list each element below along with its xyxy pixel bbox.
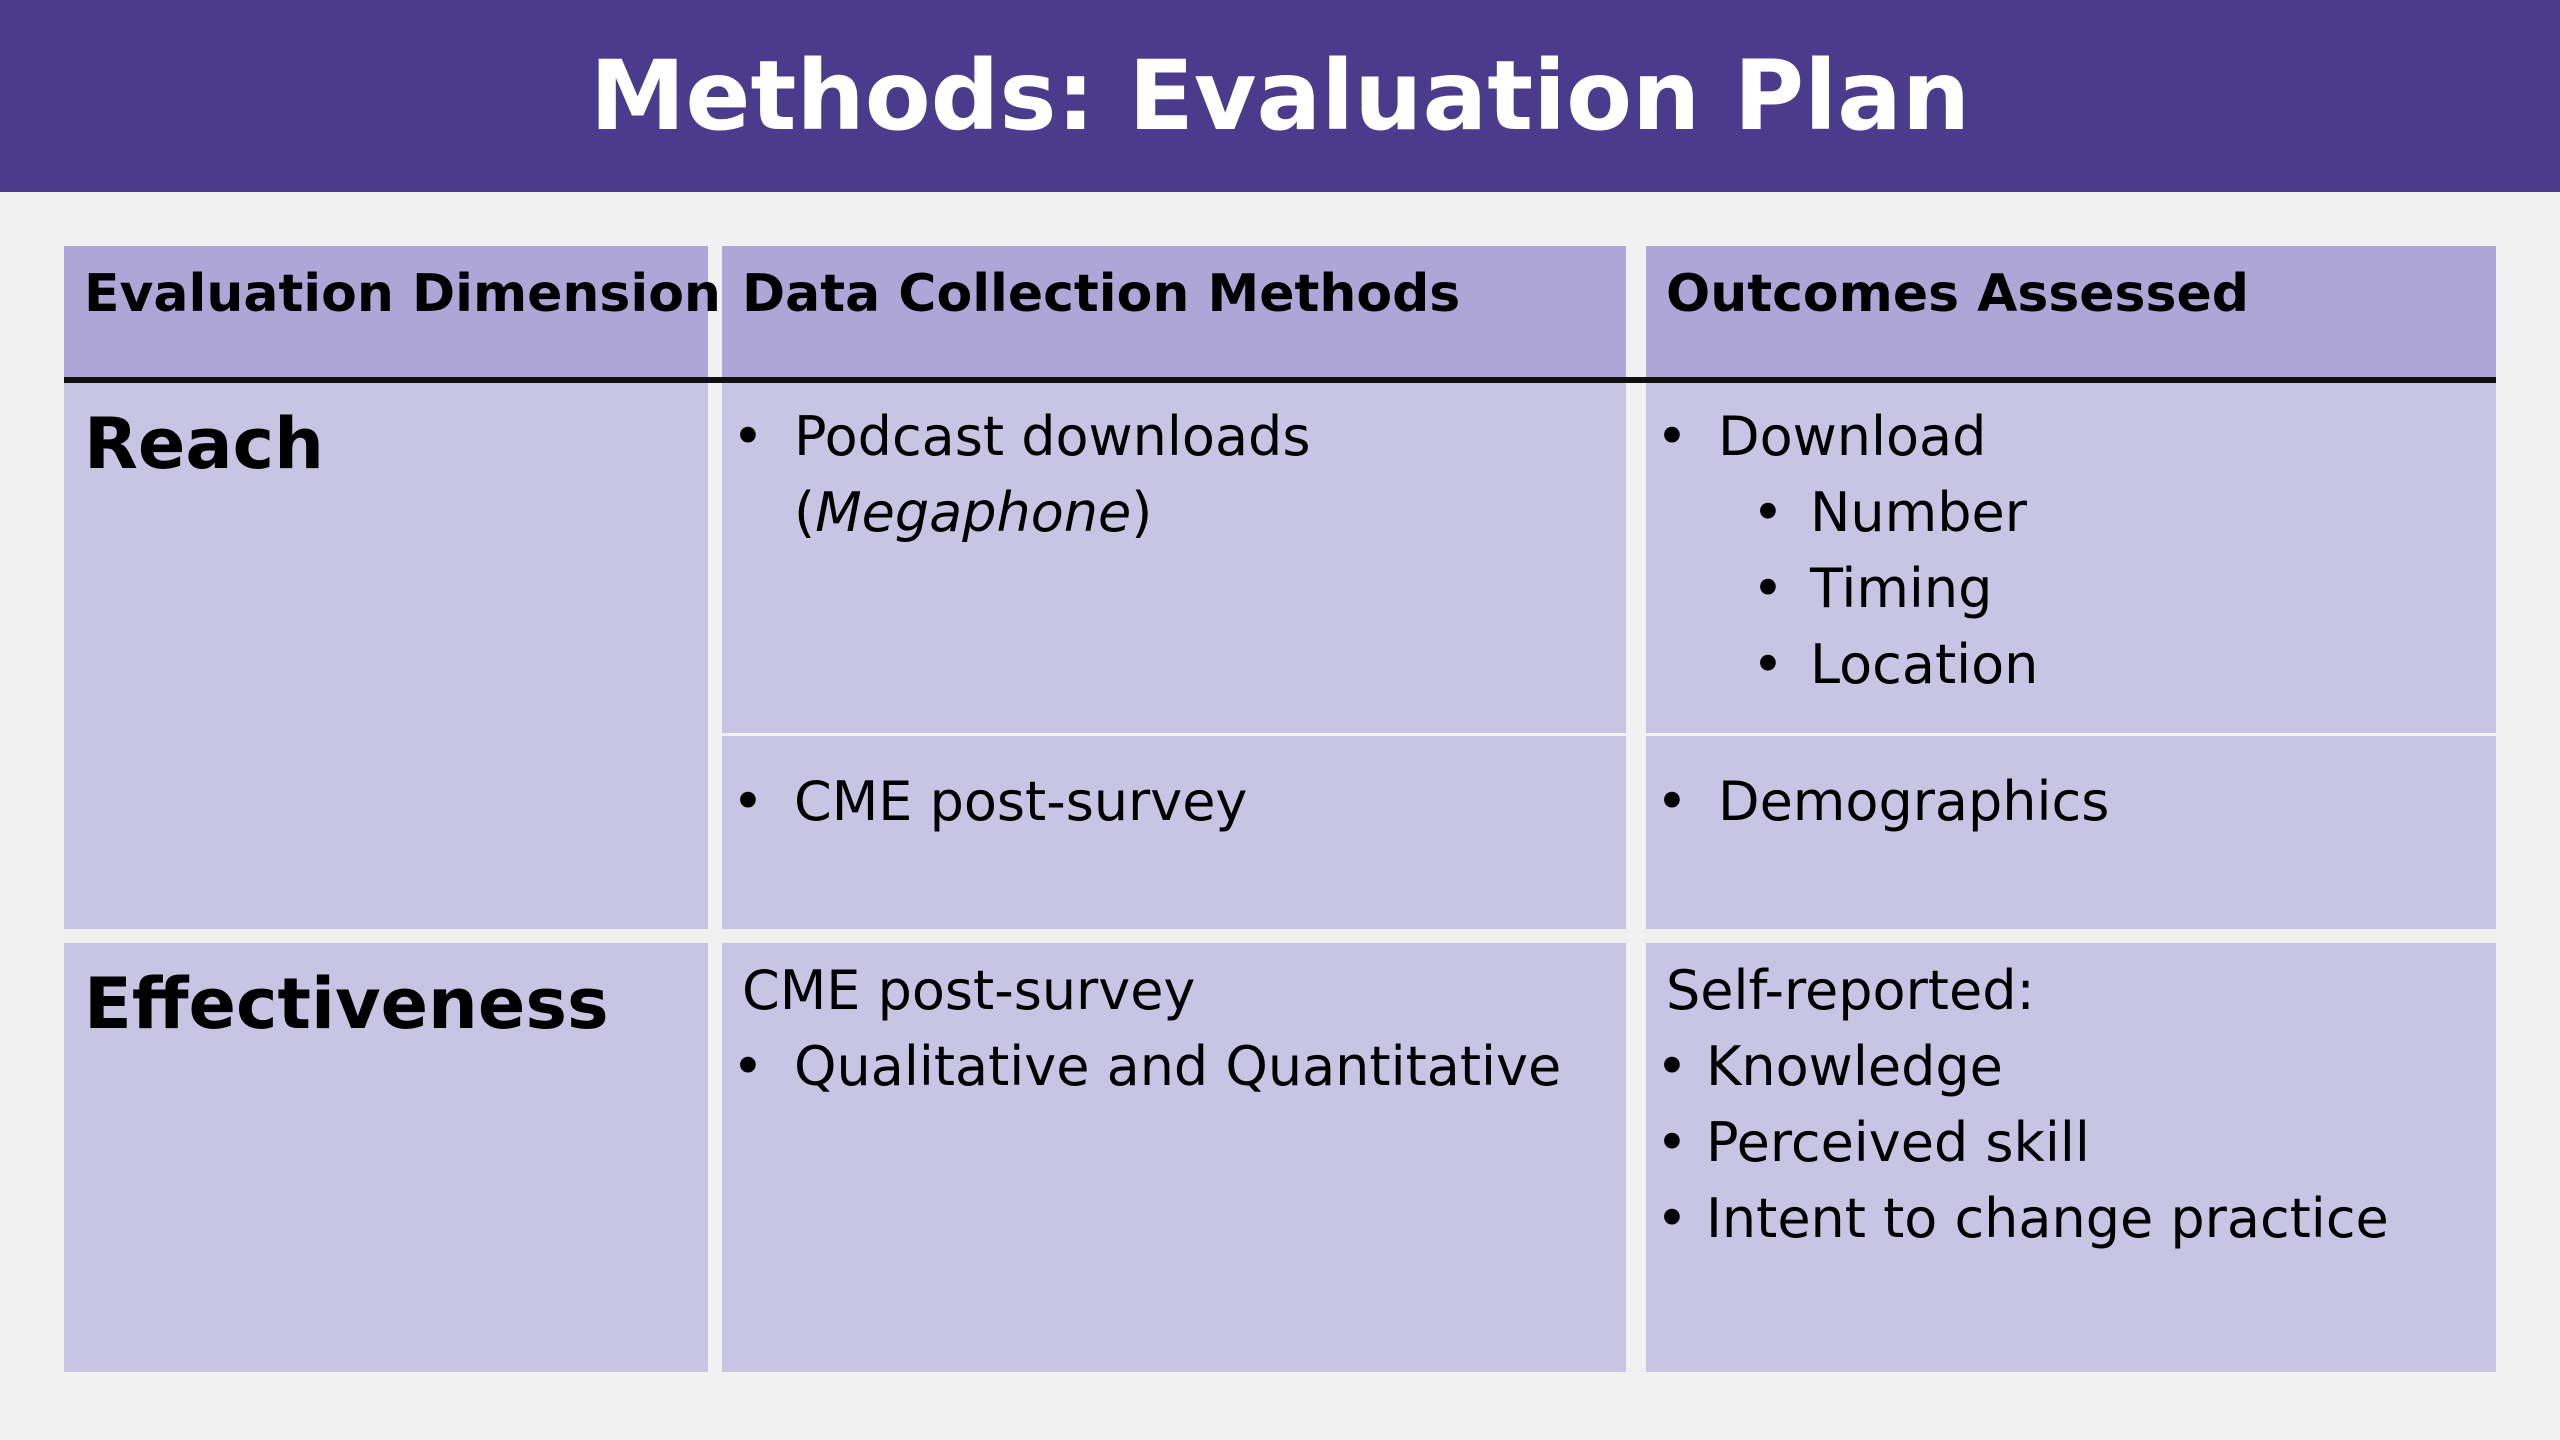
download-text: Download — [1718, 405, 1987, 468]
slide-title: Methods: Evaluation Plan — [589, 40, 1971, 152]
header-label-dimension: Evaluation Dimension — [84, 264, 721, 324]
list-item: Timing — [1742, 551, 2038, 627]
list-item: CME post-survey — [722, 764, 1247, 840]
effectiveness-methods-cell: CME post-survey Qualitative and Quantita… — [722, 943, 1626, 1372]
effectiveness-dimension-cell: Effectiveness — [64, 943, 708, 1372]
paren-close: ) — [1131, 481, 1153, 544]
download-sublist: Number Timing Location — [1742, 475, 2038, 703]
header-cell-dimension: Evaluation Dimension — [64, 246, 721, 377]
reach-outcomes-list-2: Demographics — [1646, 764, 2109, 840]
list-item: Number — [1742, 475, 2038, 551]
header-label-methods: Data Collection Methods — [742, 264, 1461, 324]
megaphone-text: Megaphone — [815, 481, 1132, 544]
list-item: Knowledge — [1646, 1029, 2389, 1105]
podcast-downloads-text: Podcast downloads — [794, 405, 1311, 468]
effectiveness-outcomes-intro: Self-reported: — [1666, 959, 2035, 1022]
list-item: Download Number Timing Location — [1646, 399, 2038, 703]
header-cell-outcomes: Outcomes Assessed — [1646, 246, 2496, 377]
effectiveness-methods-intro: CME post-survey — [742, 959, 1196, 1022]
effectiveness-outcomes-cell: Self-reported: Knowledge Perceived skill… — [1646, 943, 2496, 1372]
header-label-outcomes: Outcomes Assessed — [1666, 264, 2249, 324]
reach-label: Reach — [84, 403, 324, 485]
reach-methods-list-2: CME post-survey — [722, 764, 1247, 840]
list-item: Intent to change practice — [1646, 1181, 2389, 1257]
header-cell-methods: Data Collection Methods — [722, 246, 1626, 377]
reach-methods-list-1: Podcast downloads (Megaphone) — [722, 399, 1310, 551]
paren-open: ( — [794, 481, 816, 544]
reach-dimension-cell: Reach — [64, 383, 708, 929]
reach-outcomes-cell-1: Download Number Timing Location — [1646, 383, 2496, 733]
list-item: Perceived skill — [1646, 1105, 2389, 1181]
effectiveness-outcomes-list: Knowledge Perceived skill Intent to chan… — [1646, 1029, 2389, 1257]
title-banner: Methods: Evaluation Plan — [0, 0, 2560, 192]
reach-outcomes-cell-2: Demographics — [1646, 736, 2496, 929]
effectiveness-label: Effectiveness — [84, 963, 609, 1045]
evaluation-table: Evaluation Dimension Data Collection Met… — [64, 246, 2496, 1372]
header-divider — [64, 377, 2496, 383]
list-item: Location — [1742, 627, 2038, 703]
list-item: Demographics — [1646, 764, 2109, 840]
list-item: Qualitative and Quantitative — [722, 1029, 1561, 1105]
list-item: Podcast downloads (Megaphone) — [722, 399, 1310, 551]
reach-methods-cell-1: Podcast downloads (Megaphone) — [722, 383, 1626, 733]
reach-outcomes-list-1: Download Number Timing Location — [1646, 399, 2038, 703]
reach-methods-cell-2: CME post-survey — [722, 736, 1626, 929]
effectiveness-methods-list: Qualitative and Quantitative — [722, 1029, 1561, 1105]
